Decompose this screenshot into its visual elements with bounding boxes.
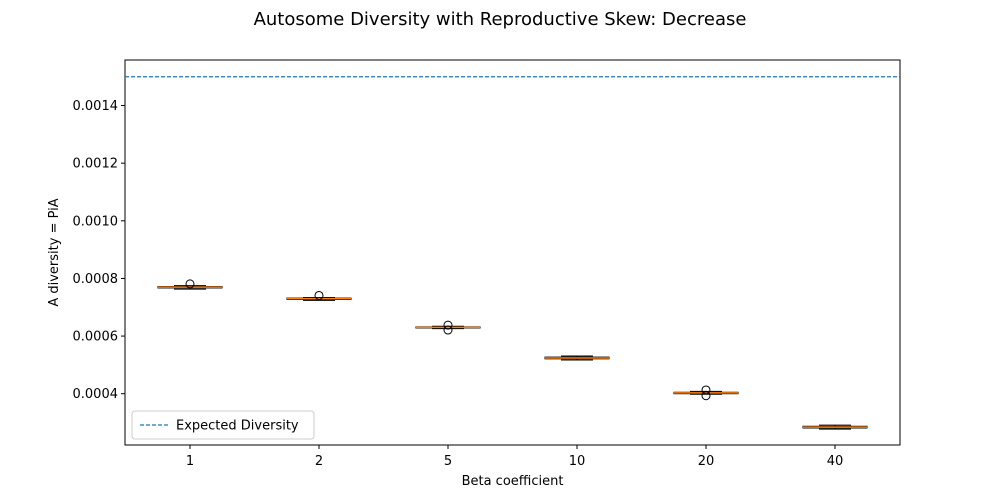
- box-10: [544, 355, 610, 361]
- plot-area: [124, 59, 901, 446]
- y-axis-ticks: 0.0004 0.0006 0.0008 0.0010 0.0012 0.0014: [73, 99, 125, 402]
- legend-entry-expected-diversity: Expected Diversity: [176, 419, 299, 434]
- outlier-point: [701, 385, 711, 395]
- legend-frame: [131, 410, 315, 440]
- outlier-point: [701, 391, 711, 401]
- y-tick-label: 0.0010: [73, 214, 119, 229]
- outlier-point: [443, 325, 453, 335]
- y-tick-label: 0.0004: [73, 387, 119, 402]
- box-40: [802, 424, 868, 430]
- y-axis-label: A diversity = PiA: [47, 198, 62, 306]
- x-axis-ticks: 1 2 5 10 20 40: [186, 445, 843, 469]
- y-tick-label: 0.0006: [73, 330, 119, 345]
- x-tick-label: 5: [444, 454, 452, 469]
- boxes-layer: [157, 279, 868, 430]
- x-tick-label: 40: [827, 454, 844, 469]
- box-1: [157, 279, 223, 290]
- outlier-point: [185, 279, 195, 289]
- outlier-point: [314, 290, 324, 300]
- box-2: [286, 290, 352, 301]
- box-20: [673, 385, 739, 401]
- y-tick-label: 0.0008: [73, 272, 119, 287]
- legend: Expected Diversity: [131, 410, 315, 440]
- x-axis-label: Beta coefficient: [462, 474, 564, 489]
- chart-title: Autosome Diversity with Reproductive Ske…: [254, 9, 747, 30]
- outlier-point: [443, 320, 453, 330]
- y-tick-label: 0.0012: [73, 157, 119, 172]
- x-tick-label: 1: [186, 454, 194, 469]
- y-tick-label: 0.0014: [73, 99, 119, 114]
- box-5: [415, 320, 481, 335]
- x-tick-label: 2: [315, 454, 323, 469]
- x-tick-label: 10: [569, 454, 586, 469]
- x-tick-label: 20: [698, 454, 715, 469]
